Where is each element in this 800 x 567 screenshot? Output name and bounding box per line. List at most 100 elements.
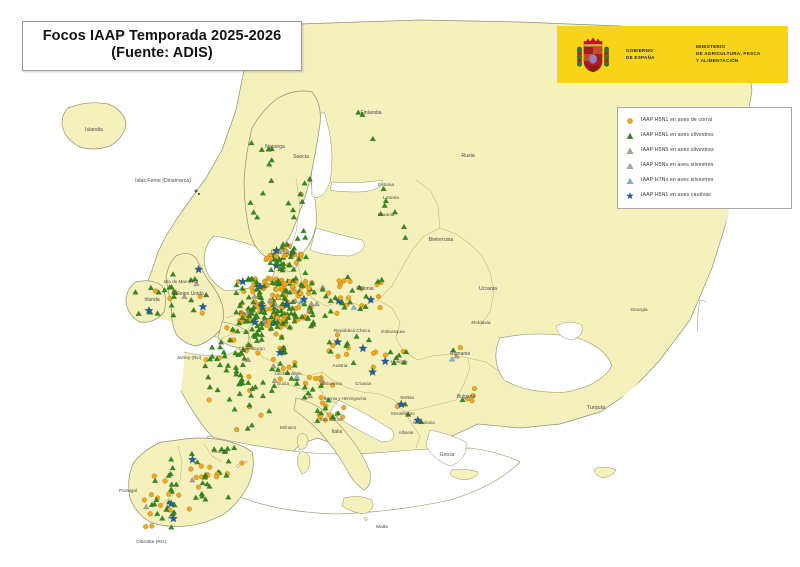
outbreak-marker: [171, 288, 178, 295]
outbreak-marker: [203, 357, 209, 363]
outbreak-marker: [253, 278, 260, 285]
outbreak-marker: [280, 260, 287, 266]
outbreak-marker: [305, 290, 312, 296]
outbreak-marker: [250, 209, 257, 215]
outbreak-marker: [284, 369, 291, 375]
outbreak-marker: [307, 322, 315, 329]
outbreak-marker: [275, 294, 282, 300]
outbreak-marker: [265, 146, 273, 152]
outbreak-marker: [297, 190, 304, 197]
gov-line: DE ESPAÑA: [626, 54, 655, 60]
outbreak-marker: [198, 301, 208, 311]
outbreak-marker: [245, 294, 252, 300]
outbreak-marker: [143, 503, 150, 510]
outbreak-marker: [233, 371, 240, 377]
outbreak-marker: [202, 362, 209, 369]
outbreak-marker: [206, 397, 212, 403]
outbreak-marker: [238, 276, 248, 286]
outbreak-marker: [357, 305, 364, 312]
outbreak-marker: [448, 356, 456, 362]
outbreak-marker: [259, 392, 267, 399]
outbreak-marker: [258, 336, 265, 342]
outbreak-marker: [221, 448, 229, 455]
outbreak-marker: [244, 356, 252, 362]
outbreak-marker: [289, 206, 297, 213]
outbreak-marker: [377, 305, 383, 311]
outbreak-marker: [239, 361, 247, 368]
gov-line: GOBIERNO: [626, 47, 654, 53]
outbreak-marker: [353, 333, 360, 339]
outbreak-marker: [248, 139, 255, 146]
outbreak-marker: [271, 245, 282, 255]
outbreak-marker: [306, 374, 313, 380]
outbreak-marker: [231, 406, 238, 412]
outbreak-marker: [381, 202, 388, 208]
outbreak-marker: [382, 197, 390, 204]
outbreak-marker: [322, 405, 329, 411]
gov-logo-text: GOBIERNO DE ESPAÑA MINISTERIO DE AGRICUL…: [626, 44, 800, 65]
country-label: Reino Unido: [176, 291, 204, 297]
outbreak-marker: [277, 360, 284, 366]
outbreak-marker: [258, 146, 265, 152]
outbreak-marker: [248, 422, 256, 428]
country-label: Bielorrusia: [429, 237, 454, 243]
country-label: Portugal: [119, 488, 137, 494]
outbreak-marker: [337, 295, 344, 301]
outbreak-marker: [318, 410, 325, 416]
outbreak-marker: [333, 337, 343, 347]
outbreak-marker: [240, 346, 247, 352]
country-label-layer: Islandia Islas Feroe (Dinamarca) Noruega Su…: [85, 110, 648, 545]
outbreak-marker: [223, 367, 230, 373]
outbreak-marker: [311, 289, 318, 295]
outbreak-marker: [336, 278, 342, 284]
outbreak-marker: [321, 312, 329, 318]
gov-logo-block-ministerio: MINISTERIO DE AGRICULTURA, PESCA Y ALIME…: [696, 44, 800, 65]
outbreak-marker: [167, 486, 175, 492]
outbreak-marker: [255, 281, 265, 291]
outbreak-marker: [217, 344, 224, 350]
outbreak-marker: [318, 394, 324, 401]
outbreak-marker: [343, 342, 350, 348]
country-label: Rusia: [461, 153, 474, 159]
outbreak-marker: [189, 476, 196, 483]
outbreak-marker: [161, 287, 168, 293]
outbreak-marker: [261, 314, 268, 320]
outbreak-marker: [326, 339, 333, 345]
outbreak-marker: [201, 474, 209, 480]
outbreak-marker: [393, 354, 400, 361]
outbreak-marker: [249, 385, 256, 391]
outbreak-marker: [277, 376, 283, 382]
outbreak-marker: [291, 318, 298, 324]
outbreak-marker: [254, 214, 261, 220]
legend-label: IAAP H5N5 en aves silvestres: [641, 146, 714, 153]
outbreak-marker: [229, 326, 236, 332]
outbreak-marker: [193, 280, 200, 287]
outbreak-marker: [344, 273, 351, 280]
outbreak-marker: [271, 382, 278, 389]
outbreak-marker: [206, 383, 214, 390]
country-label: Serbia: [400, 395, 414, 401]
outbreak-marker: [168, 481, 175, 487]
outbreak-marker: [220, 349, 227, 355]
outbreak-marker: [199, 479, 206, 486]
outbreak-marker: [237, 372, 244, 378]
outbreak-marker: [235, 380, 243, 387]
outbreak-marker: [153, 496, 160, 503]
country-label: Bosnia y Herzegovina: [324, 396, 367, 401]
map-legend: IAAP H5N1 en aves de corral IAAP H5N1 en …: [617, 107, 792, 209]
outbreak-marker: [258, 331, 265, 338]
outbreak-marker: [272, 279, 280, 286]
outbreak-marker: [206, 483, 213, 489]
outbreak-marker: [194, 459, 201, 465]
outbreak-marker: [135, 310, 142, 316]
outbreak-marker: [242, 328, 250, 335]
outbreak-marker: [274, 366, 282, 372]
outbreak-marker: [270, 309, 277, 315]
outbreak-marker: [272, 302, 280, 308]
outbreak-marker: [268, 266, 275, 273]
outbreak-marker: [238, 350, 245, 356]
legend-triangle-marker-icon: [622, 177, 638, 185]
legend-row-2: IAAP H5N5 en aves silvestres: [622, 143, 786, 158]
outbreak-marker: [308, 280, 315, 286]
outbreak-marker: [224, 362, 232, 368]
